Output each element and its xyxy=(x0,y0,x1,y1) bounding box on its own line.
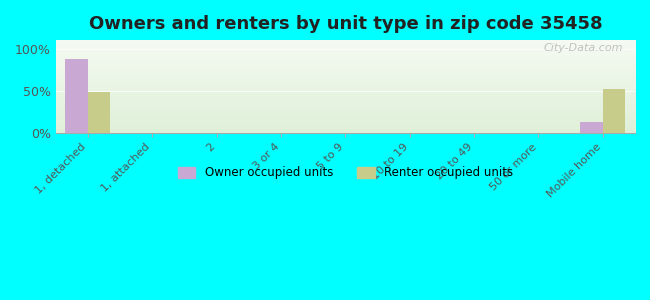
Bar xyxy=(603,89,625,133)
Title: Owners and renters by unit type in zip code 35458: Owners and renters by unit type in zip c… xyxy=(88,15,602,33)
Bar xyxy=(88,92,110,133)
Legend: Owner occupied units, Renter occupied units: Owner occupied units, Renter occupied un… xyxy=(173,162,518,184)
Text: City-Data.com: City-Data.com xyxy=(544,43,623,53)
Bar xyxy=(66,59,88,133)
Bar xyxy=(580,122,603,133)
